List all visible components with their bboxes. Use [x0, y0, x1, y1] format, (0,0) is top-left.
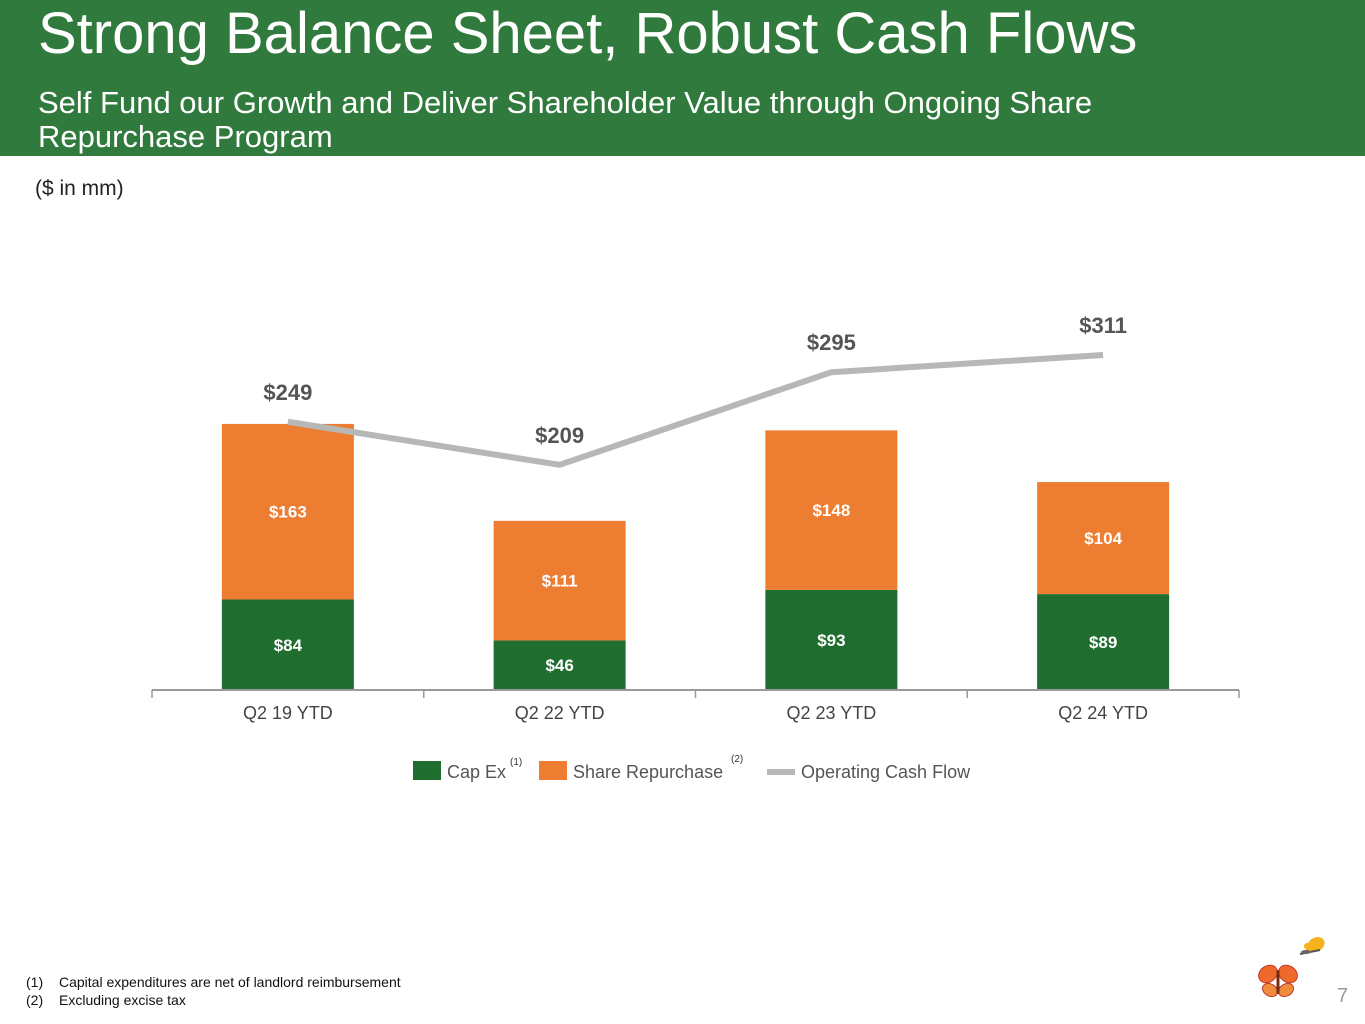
bar-label-share-repurchase-4: $104: [1084, 529, 1122, 548]
legend-swatch-share-repurchase: [539, 761, 567, 780]
slide-title: Strong Balance Sheet, Robust Cash Flows: [38, 1, 1138, 66]
legend-swatch-cap-ex: [413, 761, 441, 780]
line-label-2: $209: [535, 423, 584, 448]
bar-share-repurchase-2: [493, 520, 626, 641]
legend-label-cap-ex: Cap Ex: [447, 762, 506, 782]
legend-label-share-repurchase: Share Repurchase: [573, 762, 723, 782]
bar-share-repurchase-1: [221, 423, 354, 600]
bar-label-cap-ex-4: $89: [1089, 633, 1117, 652]
bar-label-cap-ex-1: $84: [274, 636, 303, 655]
legend-note-share-repurchase: (2): [731, 754, 743, 765]
bar-share-repurchase-3: [765, 430, 898, 590]
stacked-bar-chart: $84 $163 $46 $111 $93 $148 $89 $104 Q2 19 YTD Q2 …: [151, 313, 1240, 782]
footnote-2: (2) Excluding excise tax: [26, 992, 186, 1008]
bar-share-repurchase-4: [1037, 482, 1170, 595]
x-tick-label-1: Q2 19 YTD: [243, 703, 333, 723]
bar-label-cap-ex-3: $93: [817, 631, 845, 650]
bar-label-share-repurchase-2: $111: [542, 572, 578, 591]
slide-subtitle: Self Fund our Growth and Deliver Shareho…: [38, 85, 1093, 154]
x-tick-label-4: Q2 24 YTD: [1058, 703, 1148, 723]
bar-cap-ex-3: [765, 589, 898, 690]
bar-label-share-repurchase-3: $148: [812, 501, 850, 520]
page-number: 7: [1337, 985, 1349, 1007]
bar-label-cap-ex-2: $46: [545, 656, 573, 675]
line-label-3: $295: [807, 330, 856, 355]
footnote-1: (1) Capital expenditures are net of landl…: [26, 974, 401, 990]
header-banner: Strong Balance Sheet, Robust Cash Flows …: [0, 0, 1365, 156]
units-note: ($ in mm): [35, 177, 124, 200]
butterfly-logo-icon: [1258, 936, 1325, 998]
line-label-1: $249: [263, 380, 312, 405]
x-tick-label-2: Q2 22 YTD: [515, 703, 605, 723]
operating-cash-flow-line: [287, 351, 1104, 468]
line-label-4: $311: [1079, 313, 1127, 338]
bar-label-share-repurchase-1: $163: [269, 503, 307, 522]
bar-cap-ex-1: [221, 599, 354, 690]
bar-cap-ex-4: [1037, 594, 1170, 690]
footnotes: (1) Capital expenditures are net of landl…: [26, 973, 401, 1009]
legend-note-cap-ex: (1): [510, 757, 522, 768]
legend-label-operating-cash-flow: Operating Cash Flow: [801, 762, 971, 782]
bar-cap-ex-2: [493, 640, 626, 690]
x-tick-label-3: Q2 23 YTD: [787, 703, 877, 723]
